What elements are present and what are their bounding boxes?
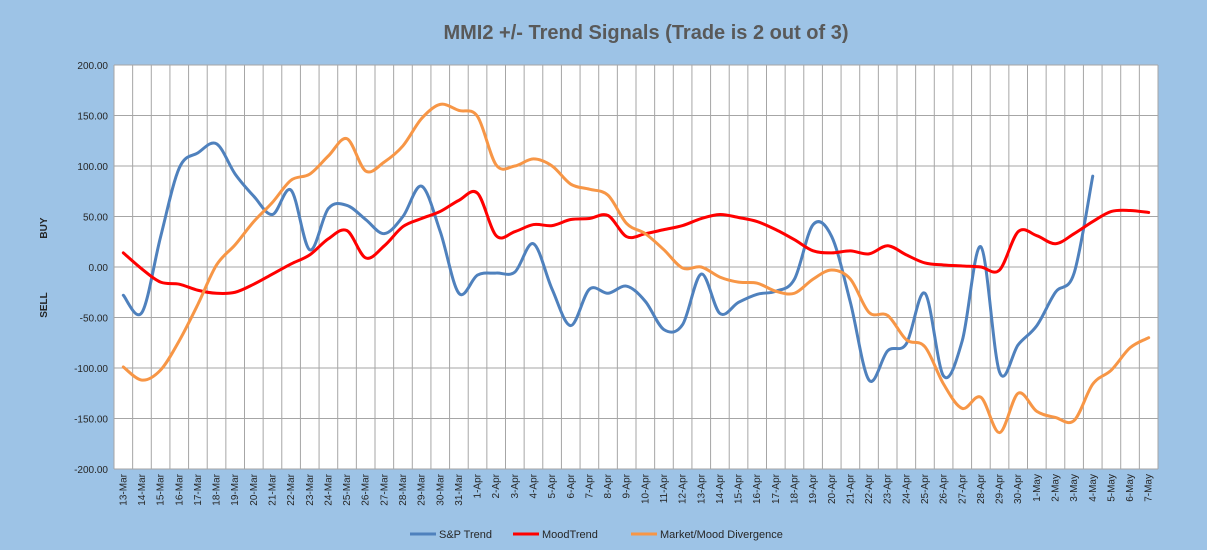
grid-layer (113, 64, 1159, 470)
x-tick-label: 4-May (1088, 474, 1099, 502)
x-tick-label: 18-Apr (789, 473, 800, 504)
x-tick-label: 17-Mar (193, 473, 204, 505)
y-tick-label: -100.00 (74, 364, 108, 375)
x-tick-label: 30-Mar (435, 473, 446, 505)
sell-label: SELL (39, 292, 50, 318)
x-tick-label: 24-Mar (323, 473, 334, 505)
y-tick-label: 100.00 (77, 162, 108, 173)
x-tick-label: 12-Apr (678, 473, 689, 504)
x-tick-label: 27-Mar (379, 473, 390, 505)
x-tick-label: 1-May (1032, 474, 1043, 502)
x-tick-label: 19-Apr (808, 473, 819, 504)
x-tick-label: 6-May (1125, 474, 1136, 502)
x-tick-label: 25-Apr (920, 473, 931, 504)
x-tick-label: 28-Mar (398, 473, 409, 505)
x-tick-label: 14-Mar (137, 473, 148, 505)
y-axis-ticks: 200.00 150.00 100.00 50.00 0.00 -50.00 -100.00… (74, 61, 108, 476)
x-tick-label: 8-Apr (603, 473, 614, 498)
x-tick-label: 18-Mar (212, 473, 223, 505)
x-tick-label: 9-Apr (622, 473, 633, 498)
legend: S&P Trend MoodTrend Market/Mood Divergence (410, 529, 783, 541)
x-tick-label: 5-May (1106, 474, 1117, 502)
x-tick-label: 23-Apr (883, 473, 894, 504)
x-tick-label: 11-Apr (659, 473, 670, 503)
x-tick-label: 27-Apr (957, 473, 968, 504)
x-tick-label: 5-Apr (547, 473, 558, 498)
y-tick-label: 0.00 (89, 263, 109, 274)
y-tick-label: -200.00 (74, 465, 108, 476)
x-tick-label: 23-Mar (305, 473, 316, 505)
x-tick-label: 17-Apr (771, 473, 782, 504)
y-tick-label: -50.00 (80, 314, 109, 325)
x-tick-label: 22-Apr (864, 473, 875, 504)
x-tick-label: 7-May (1144, 474, 1155, 502)
y-tick-label: 50.00 (83, 213, 108, 224)
x-tick-label: 3-May (1069, 474, 1080, 502)
x-tick-label: 3-Apr (510, 473, 521, 498)
x-tick-label: 2-May (1050, 474, 1061, 502)
x-tick-label: 29-Apr (995, 473, 1006, 504)
legend-label: S&P Trend (439, 529, 492, 541)
y-tick-label: 200.00 (77, 61, 108, 72)
x-tick-label: 14-Apr (715, 473, 726, 504)
buy-label: BUY (39, 217, 50, 238)
x-tick-label: 15-Apr (734, 473, 745, 504)
legend-label: Market/Mood Divergence (660, 529, 783, 541)
x-tick-label: 22-Mar (286, 473, 297, 505)
x-tick-label: 16-Mar (174, 473, 185, 505)
x-tick-label: 20-Mar (249, 473, 260, 505)
x-tick-label: 7-Apr (584, 473, 595, 498)
x-tick-label: 26-Apr (939, 473, 950, 504)
x-tick-label: 13-Mar (118, 473, 129, 505)
x-tick-label: 10-Apr (640, 473, 651, 504)
y-tick-label: -150.00 (74, 415, 108, 426)
series-layer (121, 102, 1151, 435)
x-tick-label: 2-Apr (491, 473, 502, 498)
legend-label: MoodTrend (542, 529, 598, 541)
x-tick-label: 15-Mar (156, 473, 167, 505)
x-tick-label: 28-Apr (976, 473, 987, 504)
x-tick-label: 21-Mar (267, 473, 278, 505)
x-tick-label: 1-Apr (473, 473, 484, 498)
x-tick-label: 4-Apr (528, 473, 539, 498)
series-line-s-p-trend (121, 141, 1095, 383)
series-line-market-mood-divergence (121, 102, 1151, 435)
x-tick-label: 24-Apr (901, 473, 912, 504)
x-tick-label: 6-Apr (566, 473, 577, 498)
series-line-moodtrend (121, 189, 1151, 295)
x-tick-label: 25-Mar (342, 473, 353, 505)
chart-title: MMI2 +/- Trend Signals (Trade is 2 out o… (443, 22, 848, 44)
x-tick-label: 21-Apr (845, 473, 856, 504)
x-tick-label: 30-Apr (1013, 473, 1024, 504)
x-tick-label: 31-Mar (454, 473, 465, 505)
x-tick-label: 29-Mar (417, 473, 428, 505)
x-tick-label: 19-Mar (230, 473, 241, 505)
y-tick-label: 150.00 (77, 112, 108, 123)
x-axis-ticks: 13-Mar 14-Mar 15-Mar 16-Mar 17-Mar 18-Mar 19-M… (118, 473, 1154, 505)
x-tick-label: 26-Mar (361, 473, 372, 505)
x-tick-label: 20-Apr (827, 473, 838, 504)
x-tick-label: 16-Apr (752, 473, 763, 504)
x-tick-label: 13-Apr (696, 473, 707, 504)
